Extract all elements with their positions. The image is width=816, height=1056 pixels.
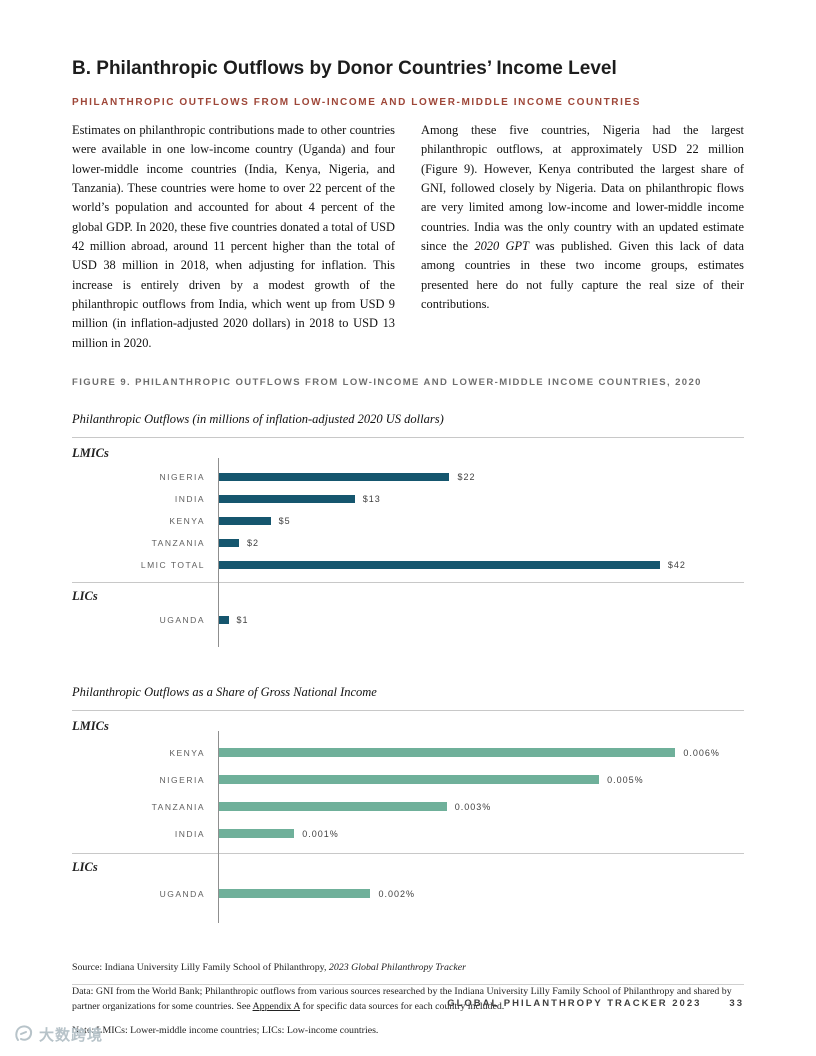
bar-track: 0.001% bbox=[218, 820, 744, 847]
category-label: LMIC TOTAL bbox=[140, 560, 205, 571]
body-column-1: Estimates on philanthropic contributions… bbox=[72, 123, 395, 350]
group-label-lmics: LMICs bbox=[72, 446, 109, 461]
chart-row: TANZANIA $2 bbox=[72, 532, 744, 554]
bar-track: 0.006% bbox=[218, 739, 744, 766]
abbreviation-note: Note: LMICs: Lower-middle income countri… bbox=[72, 1024, 379, 1036]
chart-row: UGANDA 0.002% bbox=[72, 880, 744, 907]
chart-title: Philanthropic Outflows as a Share of Gro… bbox=[72, 685, 377, 700]
value-label: 0.005% bbox=[607, 774, 644, 785]
watermark-text: 大数跨境 bbox=[39, 1026, 104, 1044]
chart-plot-area: LMICs KENYA 0.006% NIGERIA 0.005% bbox=[72, 710, 744, 924]
category-label: KENYA bbox=[169, 516, 205, 527]
group-label-lmics: LMICs bbox=[72, 719, 109, 734]
value-label: $22 bbox=[457, 472, 476, 483]
chart-row: LMIC TOTAL $42 bbox=[72, 554, 744, 576]
data-note: Data: GNI from the World Bank; Philanthr… bbox=[72, 985, 744, 1015]
bar bbox=[218, 829, 295, 839]
page-number: 33 bbox=[729, 998, 744, 1009]
bar bbox=[218, 889, 371, 899]
y-axis-line bbox=[218, 458, 219, 648]
chart-title: Philanthropic Outflows (in millions of i… bbox=[72, 412, 444, 427]
footnotes: Source: Indiana University Lilly Family … bbox=[72, 961, 744, 1038]
footer-report-title: GLOBAL PHILANTHROPY TRACKER 2023 bbox=[447, 998, 702, 1009]
bar-track: 0.002% bbox=[218, 880, 744, 907]
figure-caption: FIGURE 9. PHILANTHROPIC OUTFLOWS FROM LO… bbox=[72, 377, 702, 389]
data-note-text: Data: GNI from the World Bank; Philanthr… bbox=[72, 985, 732, 1012]
category-label: NIGERIA bbox=[159, 774, 205, 785]
y-axis-line bbox=[218, 731, 219, 924]
bar-track: $2 bbox=[218, 532, 744, 554]
category-label: INDIA bbox=[174, 494, 205, 505]
data-note-text-cont: for specific data sources for each count… bbox=[300, 1000, 505, 1012]
section-heading: PHILANTHROPIC OUTFLOWS FROM LOW-INCOME A… bbox=[72, 97, 642, 108]
bar bbox=[218, 561, 660, 570]
bar bbox=[218, 748, 676, 758]
category-label: UGANDA bbox=[159, 888, 205, 899]
figure9-chart-outflows-usd: Philanthropic Outflows (in millions of i… bbox=[72, 412, 744, 648]
category-label: UGANDA bbox=[159, 615, 205, 626]
chart-plot-area: LMICs NIGERIA $22 INDIA $13 KE bbox=[72, 437, 744, 648]
body-column-2-text-cont: was published. Given this lack of data a… bbox=[421, 239, 744, 312]
bar-track: $22 bbox=[218, 466, 744, 488]
group-separator bbox=[72, 582, 744, 584]
appendix-a-link[interactable]: Appendix A bbox=[252, 1000, 300, 1012]
value-label: $5 bbox=[278, 516, 291, 527]
bar bbox=[218, 539, 240, 548]
value-label: 0.002% bbox=[378, 888, 415, 899]
source-note: Source: Indiana University Lilly Family … bbox=[72, 961, 744, 976]
chart-row: NIGERIA 0.005% bbox=[72, 766, 744, 793]
figure9-chart-gni-share: Philanthropic Outflows as a Share of Gro… bbox=[72, 685, 744, 924]
bar-track: $5 bbox=[218, 510, 744, 532]
value-label: $2 bbox=[247, 538, 260, 549]
group-separator bbox=[72, 853, 744, 855]
watermark-logo-icon bbox=[15, 1025, 33, 1041]
value-label: $13 bbox=[362, 494, 381, 505]
chart-row: TANZANIA 0.003% bbox=[72, 793, 744, 820]
category-label: KENYA bbox=[169, 747, 205, 758]
chart-row: KENYA $5 bbox=[72, 510, 744, 532]
category-label: TANZANIA bbox=[151, 538, 205, 549]
chart-row: INDIA $13 bbox=[72, 488, 744, 510]
value-label: $42 bbox=[667, 560, 686, 571]
bar bbox=[218, 616, 229, 625]
bar bbox=[218, 495, 355, 504]
value-label: 0.003% bbox=[454, 801, 492, 812]
value-label: 0.006% bbox=[683, 747, 720, 758]
source-note-text: Source: Indiana University Lilly Family … bbox=[72, 962, 329, 974]
bar bbox=[218, 775, 600, 785]
bar-track: 0.003% bbox=[218, 793, 744, 820]
chart-row: INDIA 0.001% bbox=[72, 820, 744, 847]
bar bbox=[218, 802, 447, 812]
chart-row: UGANDA $1 bbox=[72, 609, 744, 631]
value-label: 0.001% bbox=[302, 828, 339, 839]
source-note-italic: 2023 Global Philanthropy Tracker bbox=[328, 962, 466, 974]
bar-track: $13 bbox=[218, 488, 744, 510]
bar bbox=[218, 517, 271, 526]
page-title: B. Philanthropic Outflows by Donor Count… bbox=[72, 58, 617, 79]
chart-row: NIGERIA $22 bbox=[72, 466, 744, 488]
bar bbox=[218, 473, 450, 482]
group-label-lics: LICs bbox=[72, 860, 98, 875]
category-label: INDIA bbox=[174, 828, 205, 839]
bar-track: $1 bbox=[218, 609, 744, 631]
bar-track: $42 bbox=[218, 554, 744, 576]
category-label: NIGERIA bbox=[159, 472, 205, 483]
bar-track: 0.005% bbox=[218, 766, 744, 793]
body-text: Estimates on philanthropic contributions… bbox=[72, 121, 744, 353]
category-label: TANZANIA bbox=[151, 801, 205, 812]
watermark: 大数跨境 bbox=[12, 1022, 103, 1046]
page-footer: GLOBAL PHILANTHROPY TRACKER 2023 33 bbox=[72, 984, 744, 1009]
body-column-2-text: Among these five countries, Nigeria had … bbox=[421, 123, 744, 254]
body-column-2: Among these five countries, Nigeria had … bbox=[421, 121, 744, 353]
body-column-2-italic: 2020 GPT bbox=[474, 239, 529, 254]
group-label-lics: LICs bbox=[72, 589, 98, 604]
chart-row: KENYA 0.006% bbox=[72, 739, 744, 766]
value-label: $1 bbox=[236, 615, 249, 626]
